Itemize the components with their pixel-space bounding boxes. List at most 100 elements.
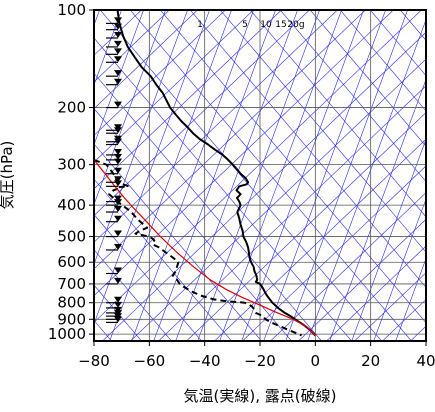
wind-barb-flag <box>114 215 122 222</box>
x-tick-label: −60 <box>134 352 166 370</box>
isotherm-line <box>94 10 282 190</box>
wind-barb <box>106 243 122 251</box>
wind-barb <box>106 277 122 285</box>
wind-barb <box>106 23 122 31</box>
mixing-ratio-line <box>373 198 426 341</box>
x-tick-label: 20 <box>361 352 380 370</box>
wind-barb <box>106 17 122 25</box>
y-tick-label: 700 <box>57 275 86 293</box>
y-axis-title: 気圧(hPa) <box>0 141 16 210</box>
wind-barb-flag <box>114 40 122 47</box>
wind-barb-flag <box>114 167 122 174</box>
wind-barb-flag <box>114 195 122 202</box>
wind-barb <box>106 138 122 146</box>
y-tick-label: 100 <box>57 1 86 19</box>
x-tick-label: −80 <box>78 352 110 370</box>
wind-barb <box>106 267 122 275</box>
y-tick-label: 1000 <box>48 325 86 343</box>
wind-barb <box>106 158 122 166</box>
x-tick-label: 0 <box>311 352 321 370</box>
wind-barb <box>106 127 122 134</box>
adiabat-line <box>94 108 292 341</box>
adiabat-line <box>369 10 426 77</box>
wind-barbs <box>106 17 122 323</box>
x-axis: −80 −60 −40 −20 0 20 40 <box>78 341 435 370</box>
adiabat-line <box>339 10 426 112</box>
x-tick-label: 40 <box>416 352 435 370</box>
wind-barb-flag <box>114 70 122 77</box>
wind-barb <box>106 206 122 213</box>
y-tick-label: 800 <box>57 294 86 312</box>
parcel-line <box>94 159 316 336</box>
mixing-ratio-label: 15 <box>275 20 286 30</box>
wind-barb <box>106 215 122 223</box>
wind-barb-flag <box>114 78 122 85</box>
mixing-ratio-label: 1 <box>197 20 203 30</box>
y-tick-label: 300 <box>57 156 86 174</box>
x-axis-title: 気温(実線), 露点(破線) <box>184 387 337 405</box>
isotherm-line <box>102 31 426 341</box>
wind-barb-flag <box>114 316 122 323</box>
mixing-ratio-line <box>109 10 232 341</box>
wind-barb-flag <box>114 158 122 165</box>
dewpoint-line <box>94 158 302 337</box>
mixing-ratio-labels: 1 5 10 15 20g <box>197 20 304 30</box>
mixing-ratio-label: 5 <box>242 20 248 30</box>
y-tick-label: 900 <box>57 310 86 328</box>
mixing-ratio-line <box>395 257 426 341</box>
wind-barb <box>106 70 122 77</box>
mixing-ratio-line <box>329 78 426 341</box>
wind-barb-flag <box>114 243 122 250</box>
wind-barb <box>106 101 122 109</box>
wind-barb <box>106 56 122 63</box>
y-tick-label: 200 <box>57 99 86 117</box>
adiabat-line <box>309 10 426 147</box>
mixing-ratio-line <box>94 10 144 146</box>
wind-barb <box>106 230 122 238</box>
adiabat-line <box>159 10 426 324</box>
wind-barb-flag <box>114 23 122 30</box>
mixing-ratio-line <box>153 10 276 341</box>
wind-barb-flag <box>114 48 122 55</box>
mixing-ratio-line <box>263 10 386 341</box>
isotherm-line <box>354 272 426 341</box>
adiabat-line <box>94 249 172 341</box>
mixing-ratio-line <box>219 10 342 341</box>
adiabat-line <box>279 10 426 183</box>
adiabat-line <box>94 143 262 341</box>
mixing-ratio-line <box>197 10 320 341</box>
wind-barb-flag <box>114 56 122 63</box>
isotherm-line <box>94 10 394 297</box>
wind-barb-flag <box>114 296 122 303</box>
wind-barb-flag <box>114 101 122 108</box>
adiabat-line <box>189 10 426 288</box>
y-tick-label: 400 <box>57 196 86 214</box>
mixing-ratio-line <box>285 10 408 341</box>
wind-barb-flag <box>114 17 122 24</box>
y-tick-label: 500 <box>57 228 86 246</box>
wind-barb-flag <box>114 313 122 320</box>
wind-barb-flag <box>114 148 122 155</box>
temperature-line <box>116 10 317 337</box>
wind-barb-flag <box>114 277 122 284</box>
wind-barb-flag <box>114 306 122 313</box>
wind-barb-flag <box>114 267 122 274</box>
isotherm-line <box>94 10 338 243</box>
isotherm-line <box>94 10 226 136</box>
isotherm-line <box>298 218 426 341</box>
isotherm-line <box>242 165 426 341</box>
adiabat-line <box>94 284 142 341</box>
wind-barb-flag <box>114 310 122 317</box>
wind-barb-flag <box>114 153 122 160</box>
wind-barb-flag <box>114 206 122 213</box>
wind-barb-flag <box>114 230 122 237</box>
adiabat-line <box>249 10 426 218</box>
isotherm-line <box>326 245 426 341</box>
wind-barb <box>106 167 122 175</box>
isotherm-line <box>94 10 422 323</box>
wind-barb-flag <box>114 199 122 206</box>
mixing-ratio-line <box>307 18 426 341</box>
